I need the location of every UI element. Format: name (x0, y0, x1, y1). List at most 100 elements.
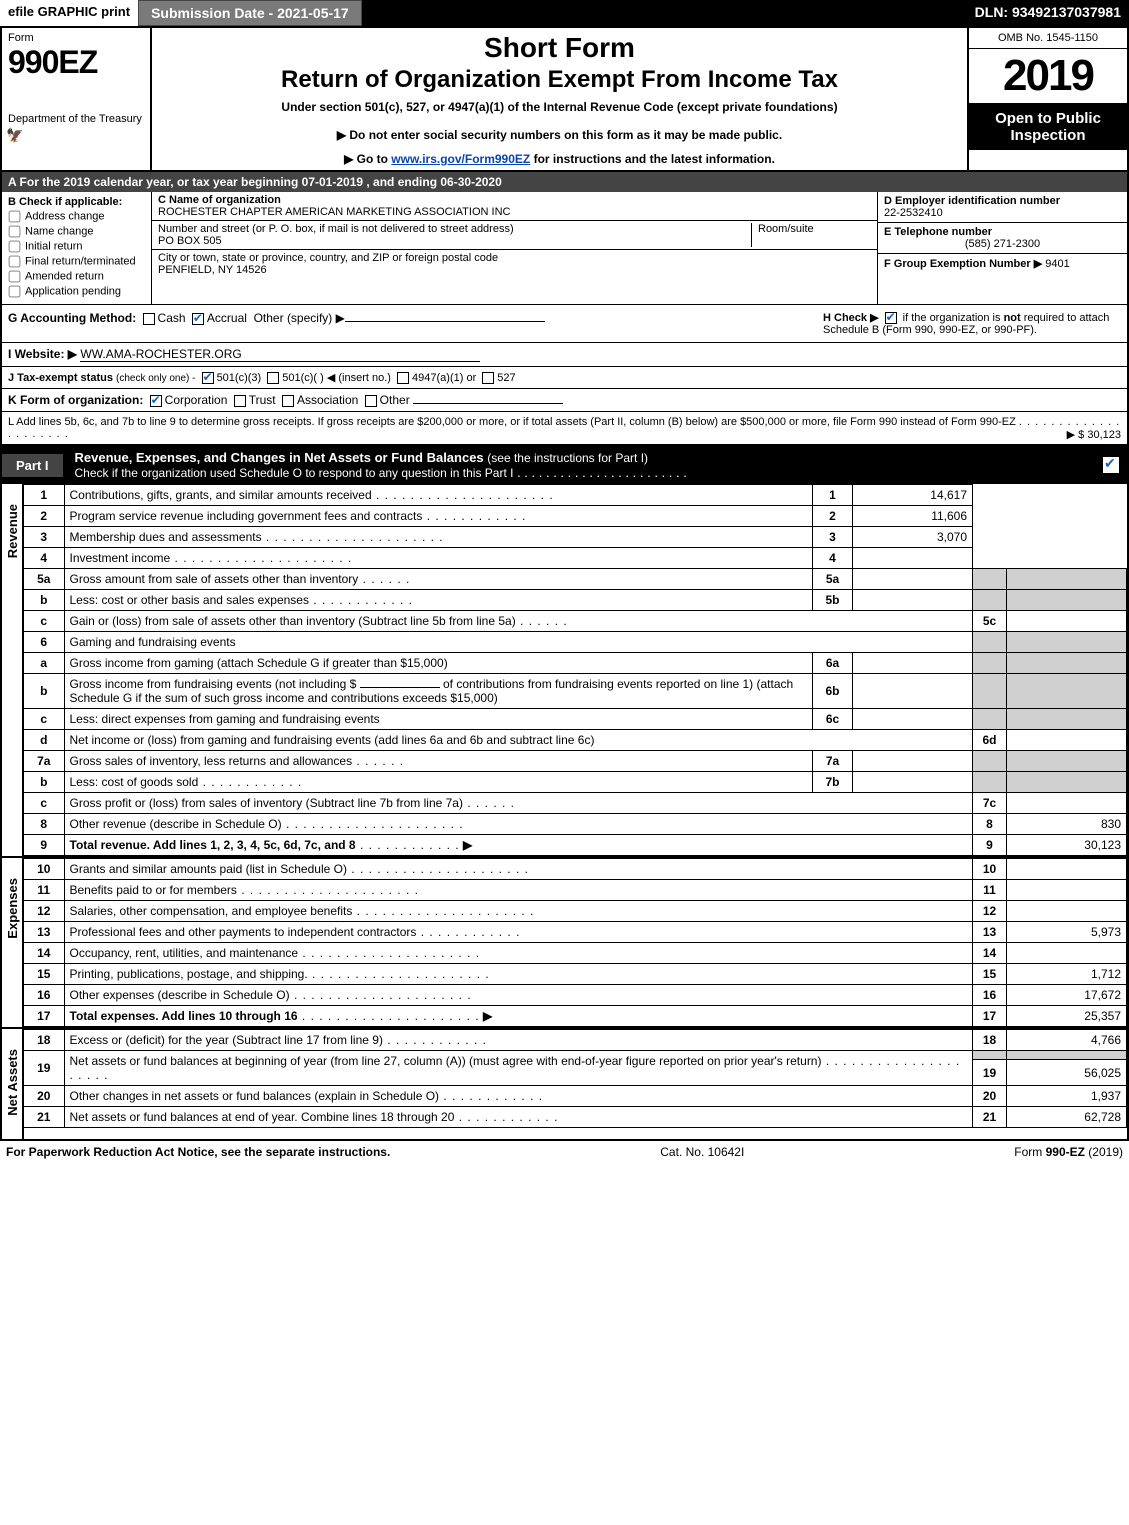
form-number: 990EZ (8, 44, 144, 81)
l3-desc: Membership dues and assessments (70, 530, 262, 544)
g-label: G Accounting Method: (8, 311, 136, 325)
l3-r: 3 (813, 527, 853, 548)
l7b-mv (853, 772, 973, 793)
chk-cash[interactable] (143, 313, 155, 325)
lbl-trust: Trust (249, 393, 276, 407)
l21-desc: Net assets or fund balances at end of ye… (70, 1110, 455, 1124)
block-bcdef: B Check if applicable: Address change Na… (2, 192, 1127, 305)
expenses-side-text: Expenses (5, 858, 20, 959)
chk-initial-return[interactable] (9, 241, 21, 253)
l4-desc: Investment income (70, 551, 171, 565)
col-b-title: B Check if applicable: (8, 196, 145, 208)
l19-v: 56,025 (1007, 1059, 1127, 1085)
l13-desc: Professional fees and other payments to … (70, 925, 417, 939)
chk-assoc[interactable] (282, 395, 294, 407)
h-not: not (1004, 312, 1021, 324)
j-label: J Tax-exempt status (8, 372, 113, 384)
title-return: Return of Organization Exempt From Incom… (162, 66, 957, 94)
l17-desc: Total expenses. Add lines 10 through 16 (70, 1009, 298, 1023)
l6b-num: b (24, 674, 64, 709)
tax-year: 2019 (969, 49, 1127, 104)
l18-desc: Excess or (deficit) for the year (Subtra… (70, 1033, 383, 1047)
l21-v: 62,728 (1007, 1107, 1127, 1128)
l7a-m: 7a (813, 751, 853, 772)
chk-accrual[interactable] (192, 313, 204, 325)
org-address: PO BOX 505 (158, 235, 222, 247)
footer-right-pre: Form (1014, 1145, 1045, 1159)
l3-v: 3,070 (853, 527, 973, 548)
footer: For Paperwork Reduction Act Notice, see … (0, 1141, 1129, 1163)
expenses-table: 10Grants and similar amounts paid (list … (24, 858, 1127, 1027)
l16-num: 16 (24, 985, 64, 1006)
part1-checkbox[interactable] (1103, 457, 1119, 473)
part1-check-dots: . . . . . . . . . . . . . . . . . . . . … (517, 465, 687, 480)
spacer (362, 0, 967, 26)
chk-name-change[interactable] (9, 226, 21, 238)
l20-num: 20 (24, 1086, 64, 1107)
chk-trust[interactable] (234, 395, 246, 407)
part1-title-text: Revenue, Expenses, and Changes in Net As… (75, 450, 484, 465)
h-label: H Check ▶ (823, 312, 879, 324)
lbl-amended-return: Amended return (25, 270, 104, 282)
other-org-line (413, 403, 563, 404)
submission-date: Submission Date - 2021-05-17 (138, 0, 362, 26)
netassets-side-text: Net Assets (5, 1029, 20, 1136)
website-value: WW.AMA-ROCHESTER.ORG (80, 347, 480, 362)
l12-desc: Salaries, other compensation, and employ… (70, 904, 353, 918)
l6d-r: 6d (973, 730, 1007, 751)
l-amt: ▶ $ 30,123 (1067, 428, 1121, 441)
l7b-m: 7b (813, 772, 853, 793)
chk-corp[interactable] (150, 395, 162, 407)
l17-v: 25,357 (1007, 1006, 1127, 1027)
lbl-name-change: Name change (25, 225, 94, 237)
chk-application-pending[interactable] (9, 286, 21, 298)
l16-r: 16 (973, 985, 1007, 1006)
l7a-num: 7a (24, 751, 64, 772)
ein-value: 22-2532410 (884, 207, 943, 219)
l5b-num: b (24, 590, 64, 611)
other-specify-line (345, 321, 545, 322)
lbl-cash: Cash (158, 311, 186, 325)
chk-other-org[interactable] (365, 395, 377, 407)
l6b-mv (853, 674, 973, 709)
l8-r: 8 (973, 814, 1007, 835)
l14-desc: Occupancy, rent, utilities, and maintena… (70, 946, 299, 960)
l13-num: 13 (24, 922, 64, 943)
revenue-side-label: Revenue (2, 484, 24, 856)
l6-desc: Gaming and fundraising events (70, 635, 236, 649)
c-name-label: C Name of organization (158, 194, 281, 206)
revenue-table: 1Contributions, gifts, grants, and simil… (24, 484, 1127, 856)
l15-v: 1,712 (1007, 964, 1127, 985)
lbl-assoc: Association (297, 393, 358, 407)
chk-h[interactable] (885, 312, 897, 324)
chk-4947[interactable] (397, 372, 409, 384)
l5a-mv (853, 569, 973, 590)
c-city-label: City or town, state or province, country… (158, 252, 498, 264)
l7c-num: c (24, 793, 64, 814)
lbl-initial-return: Initial return (25, 240, 82, 252)
l19-num: 19 (24, 1051, 64, 1086)
l14-r: 14 (973, 943, 1007, 964)
part1-header: Part I Revenue, Expenses, and Changes in… (2, 446, 1127, 484)
ein-label: D Employer identification number (884, 195, 1060, 207)
l2-v: 11,606 (853, 506, 973, 527)
l4-num: 4 (24, 548, 64, 569)
header-row: Form 990EZ 🦅 Department of the Treasury … (2, 28, 1127, 172)
lbl-501c3: 501(c)(3) (217, 372, 262, 384)
l6b-blank (360, 687, 440, 688)
l1-num: 1 (24, 485, 64, 506)
l5b-desc: Less: cost or other basis and sales expe… (70, 593, 309, 607)
l10-v (1007, 859, 1127, 880)
l12-num: 12 (24, 901, 64, 922)
goto-link[interactable]: www.irs.gov/Form990EZ (391, 152, 530, 166)
chk-address-change[interactable] (9, 211, 21, 223)
chk-final-return[interactable] (9, 256, 21, 268)
title-short-form: Short Form (162, 32, 957, 64)
chk-amended-return[interactable] (9, 271, 21, 283)
form-container: Form 990EZ 🦅 Department of the Treasury … (0, 26, 1129, 1141)
chk-501c3[interactable] (202, 372, 214, 384)
l9-desc: Total revenue. Add lines 1, 2, 3, 4, 5c,… (70, 838, 356, 852)
chk-501c[interactable] (267, 372, 279, 384)
chk-527[interactable] (482, 372, 494, 384)
lbl-accrual: Accrual (207, 311, 247, 325)
